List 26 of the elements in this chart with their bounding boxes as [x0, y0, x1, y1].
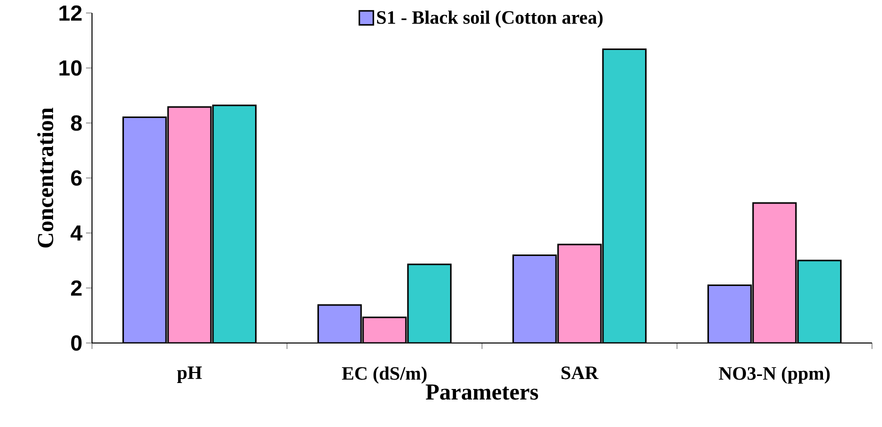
bar	[167, 106, 212, 343]
y-tick-label: 6	[71, 170, 82, 186]
bar	[317, 304, 362, 343]
bar	[797, 260, 842, 343]
bar	[407, 264, 452, 343]
legend-label: S1 - Black soil (Cotton area)	[377, 10, 603, 28]
x-axis-title: Parameters	[426, 384, 538, 400]
bar	[122, 116, 167, 343]
y-tick-label: 2	[71, 280, 82, 296]
bar	[557, 244, 602, 343]
x-tick-label: EC (dS/m)	[342, 366, 427, 384]
bar	[752, 202, 797, 343]
x-tick-label: SAR	[562, 366, 599, 380]
bar	[602, 48, 647, 343]
y-tick-label: 8	[70, 115, 82, 131]
x-tick-label: pH	[177, 366, 202, 383]
x-tick-label: NO3-N (ppm)	[718, 366, 830, 384]
y-axis-title: Concentration	[37, 108, 54, 248]
y-tick-label: 12	[59, 5, 82, 21]
bar	[212, 104, 257, 343]
y-tick-label: 4	[70, 225, 82, 241]
y-tick-label: 10	[59, 60, 82, 76]
y-tick-label: 0	[71, 335, 82, 351]
bar	[512, 254, 557, 343]
bar	[362, 316, 407, 343]
bar	[707, 284, 752, 343]
